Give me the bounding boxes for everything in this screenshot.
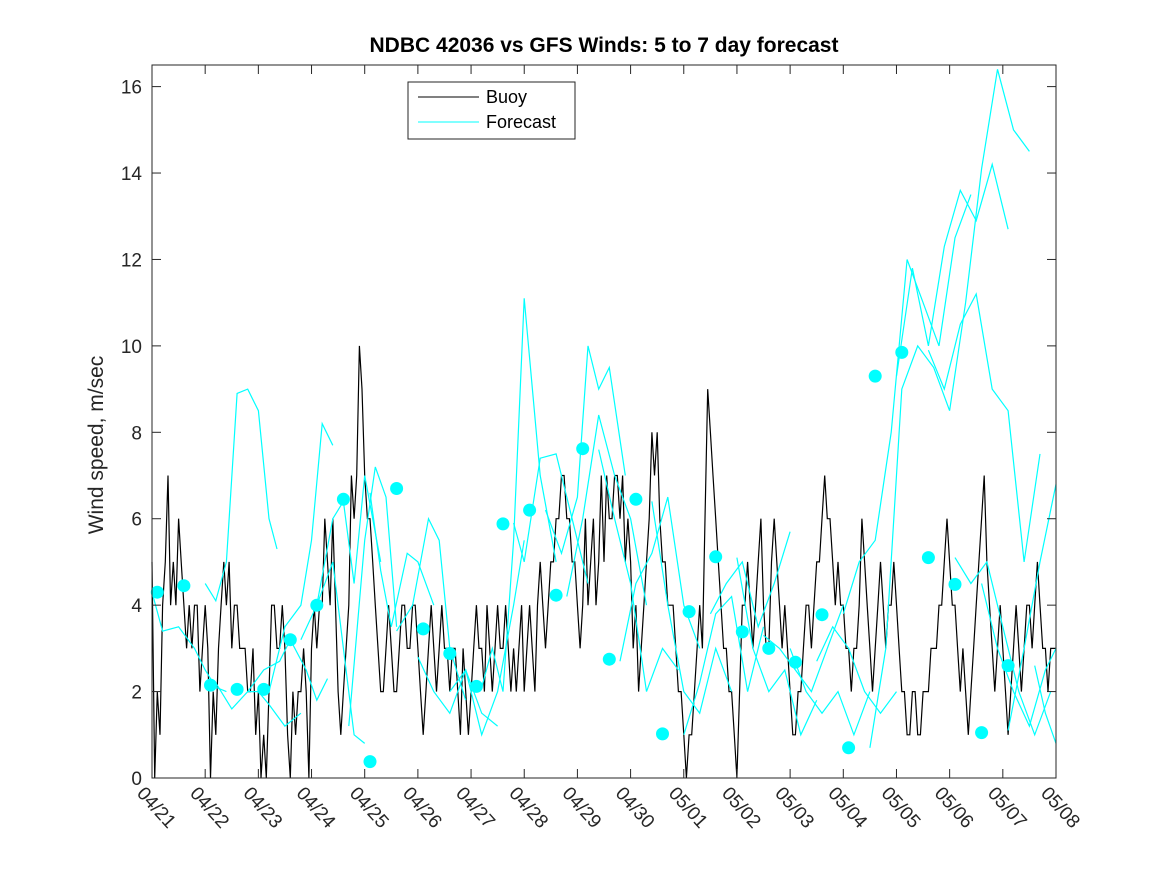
forecast-run-line: [736, 557, 818, 737]
forecast-run-line: [348, 466, 398, 727]
forecast-run-line: [204, 388, 278, 603]
y-tick-label: 8: [131, 423, 142, 444]
marker-layer: [150, 345, 1015, 769]
forecast-marker: [443, 647, 457, 660]
y-tick-label: 4: [131, 596, 142, 617]
chart-title: NDBC 42036 vs GFS Winds: 5 to 7 day fore…: [370, 34, 839, 57]
forecast-marker: [788, 655, 802, 669]
forecast-marker: [709, 550, 723, 564]
forecast-run-line: [816, 625, 897, 715]
forecast-marker: [762, 641, 776, 655]
forecast-run-line: [268, 421, 334, 692]
forecast-run-line: [369, 492, 435, 627]
forecast-marker: [1001, 659, 1015, 673]
forecast-run-line: [316, 475, 382, 606]
y-tick-label: 10: [121, 337, 142, 358]
forecast-marker: [682, 605, 696, 619]
plot-frame: [151, 64, 1057, 779]
legend-buoy-label: Buoy: [486, 87, 527, 107]
forecast-run-line: [449, 540, 525, 737]
forecast-marker: [948, 577, 962, 591]
forecast-marker: [975, 726, 989, 740]
forecast-marker: [204, 678, 217, 692]
forecast-marker: [336, 492, 350, 506]
forecast-marker: [549, 588, 563, 602]
y-tick-label: 0: [131, 769, 142, 790]
forecast-marker: [868, 369, 882, 383]
y-axis-label: Wind speed, m/sec: [85, 356, 108, 535]
forecast-marker: [283, 633, 297, 647]
y-tick-label: 6: [131, 510, 142, 531]
forecast-run-line: [544, 345, 626, 556]
forecast-run-line: [417, 656, 498, 727]
forecast-run-line: [869, 69, 1030, 748]
forecast-marker: [735, 625, 749, 639]
legend-forecast-label: Forecast: [486, 112, 556, 132]
forecast-marker: [523, 503, 537, 517]
forecast-run-line: [513, 453, 589, 584]
forecast-marker: [895, 345, 909, 359]
forecast-run-line: [763, 604, 844, 693]
forecast-run-line: [481, 298, 557, 692]
plot-area: [152, 65, 1056, 778]
forecast-run-line: [1034, 665, 1057, 744]
forecast-marker: [230, 682, 244, 696]
forecast-marker: [576, 442, 590, 456]
forecast-marker: [842, 741, 856, 755]
forecast-marker: [310, 598, 324, 612]
forecast-run-line: [1007, 484, 1057, 731]
forecast-run-line: [651, 501, 733, 715]
forecast-marker: [602, 652, 616, 666]
forecast-run-line: [709, 531, 791, 629]
forecast-run-line: [789, 648, 871, 737]
y-tick-label: 12: [121, 250, 142, 271]
forecast-run-line: [927, 292, 1041, 562]
y-tick-label: 16: [121, 78, 142, 99]
forecast-marker: [469, 679, 483, 693]
forecast-marker: [815, 608, 829, 622]
forecast-marker: [257, 682, 271, 696]
forecast-run-line: [598, 449, 679, 692]
forecast-run-line: [842, 194, 972, 614]
forecast-marker: [177, 579, 191, 593]
forecast-marker: [416, 622, 430, 636]
y-tick-label: 2: [131, 683, 142, 704]
forecast-run-line: [683, 595, 765, 735]
forecast-run-line: [566, 414, 648, 606]
forecast-marker: [629, 492, 643, 506]
legend: Buoy Forecast: [407, 81, 576, 140]
legend-box: [407, 81, 576, 140]
forecast-run-line: [954, 557, 1052, 737]
forecast-marker: [390, 482, 404, 495]
forecast-run-line: [981, 583, 1057, 728]
y-tick-label: 14: [121, 164, 143, 185]
forecast-marker: [150, 585, 164, 599]
forecast-run-line: [895, 162, 1009, 377]
forecast-marker: [921, 551, 935, 565]
forecast-marker: [656, 727, 669, 741]
forecast-marker: [363, 755, 377, 769]
forecast-marker: [496, 517, 510, 531]
